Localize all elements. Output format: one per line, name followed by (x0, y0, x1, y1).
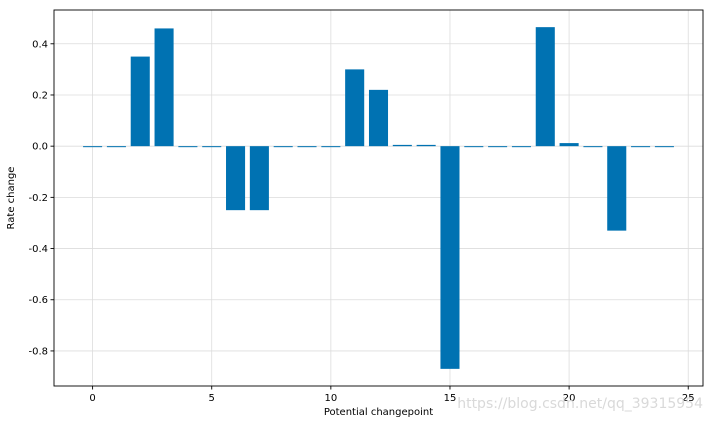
y-tick-label: -0.4 (28, 244, 48, 255)
bar-6 (226, 146, 246, 211)
bar-11 (345, 69, 365, 147)
x-axis-label: Potential changepoint (324, 407, 433, 418)
x-tick-label: 15 (444, 393, 457, 404)
bar-15 (440, 146, 460, 369)
x-axis-ticks: 0 5 10 15 20 25 (89, 386, 695, 404)
bar-16 (464, 146, 484, 148)
bar-2 (130, 56, 150, 147)
bar-1 (106, 146, 126, 148)
y-tick-label: -0.2 (28, 193, 48, 204)
y-tick-label: -0.6 (28, 295, 48, 306)
bar-7 (249, 146, 269, 211)
bar-19 (535, 27, 555, 147)
x-tick-label: 10 (324, 393, 337, 404)
x-tick-label: 20 (563, 393, 576, 404)
plot-frame (53, 9, 704, 387)
x-tick-label: 0 (89, 393, 95, 404)
y-tick-label: -0.8 (28, 346, 48, 357)
bar-5 (202, 146, 222, 148)
bar-8 (273, 146, 293, 148)
bar-9 (297, 146, 317, 148)
y-axis-label: Rate change (6, 167, 17, 230)
bar-0 (83, 146, 103, 148)
bar-10 (321, 146, 341, 148)
bars (83, 27, 674, 369)
bar-14 (416, 144, 436, 147)
grid-lines (54, 10, 703, 386)
bar-21 (583, 146, 603, 148)
bar-12 (368, 89, 389, 147)
bar-24 (654, 146, 674, 148)
y-tick-label: 0.0 (32, 142, 48, 153)
y-tick-label: 0.2 (32, 90, 48, 101)
bar-3 (154, 28, 174, 147)
x-tick-label: 5 (209, 393, 215, 404)
bar-20 (559, 143, 579, 147)
y-tick-label: 0.4 (32, 39, 48, 50)
bar-4 (178, 146, 198, 148)
y-axis-ticks: -0.8 -0.6 -0.4 -0.2 0.0 0.2 0.4 (28, 39, 54, 357)
bar-17 (488, 146, 508, 148)
bar-23 (631, 146, 651, 148)
watermark-text: https://blog.csdn.net/qq_39315954 (457, 396, 703, 412)
bar-13 (392, 144, 412, 147)
bar-18 (511, 146, 531, 148)
bar-22 (607, 146, 627, 231)
x-tick-label: 25 (682, 393, 695, 404)
